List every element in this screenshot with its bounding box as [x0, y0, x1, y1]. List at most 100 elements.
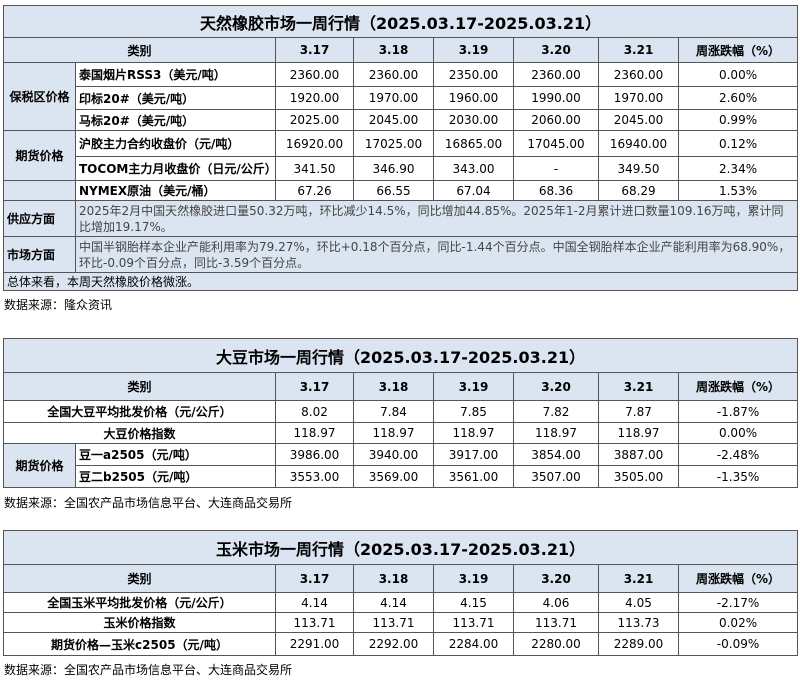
- column-header: 3.20: [513, 37, 599, 63]
- row-label: 期货价格—玉米c2505（元/吨）: [3, 632, 276, 656]
- value-cell: 7.85: [433, 400, 514, 423]
- value-cell: 17025.00: [353, 130, 434, 157]
- value-cell: 118.97: [353, 422, 434, 444]
- data-row: 印标20#（美元/吨） 1920.00 1970.00 1960.00 1990.00 1…: [4, 86, 799, 110]
- value-cell: 1920.00: [275, 86, 354, 110]
- value-cell: 2360.00: [513, 62, 599, 87]
- group-label: 期货价格: [3, 443, 76, 488]
- value-cell: 16940.00: [598, 130, 679, 157]
- column-header: 类别: [3, 372, 276, 401]
- table-block: 玉米市场一周行情（2025.03.17-2025.03.21） 类别 3.17 3.1…: [2, 530, 799, 656]
- row-label: 沪胶主力合约收盘价（元/吨）: [75, 130, 276, 157]
- value-cell: 2045.00: [598, 109, 679, 131]
- value-cell: 0.00%: [677, 422, 799, 444]
- data-row: 大豆价格指数 118.97 118.97 118.97 118.97 118.97 0.00…: [3, 422, 799, 444]
- value-cell: 3553.00: [275, 465, 354, 488]
- table-body: 大豆市场一周行情（2025.03.17-2025.03.21） 类别 3.17 3.1…: [2, 338, 799, 488]
- value-cell: 67.04: [433, 180, 514, 201]
- value-cell: 0.00%: [677, 62, 799, 87]
- value-cell: 2360.00: [598, 62, 679, 87]
- value-cell: 68.29: [598, 180, 679, 201]
- column-header: 3.19: [433, 564, 514, 593]
- table-body: 天然橡胶市场一周行情（2025.03.17-2025.03.21） 类别 3.17 3…: [2, 5, 799, 291]
- data-row: 保税区价格 泰国烟片RSS3（美元/吨） 2360.00 2360.00 2350.00…: [3, 62, 799, 131]
- header-row: 类别 3.17 3.18 3.19 3.20 3.21 周涨跌幅（%）: [3, 37, 799, 63]
- note-text: 2025年2月中国天然橡胶进口量50.32万吨，环比减少14.5%，同比增加44…: [74, 200, 799, 237]
- data-table: 大豆市场一周行情（2025.03.17-2025.03.21） 类别 3.17 3.1…: [2, 338, 799, 488]
- value-cell: 341.50: [275, 156, 354, 181]
- value-cell: 2.60%: [677, 86, 799, 110]
- data-row: NYMEX原油（美元/桶） 67.26 66.55 67.04 68.36 68.29 1.…: [3, 180, 799, 201]
- value-cell: -0.09%: [677, 632, 799, 656]
- value-cell: 343.00: [433, 156, 514, 181]
- value-cell: 0.02%: [677, 612, 799, 633]
- value-cell: 67.26: [275, 180, 354, 201]
- value-cell: 7.84: [353, 400, 434, 423]
- column-header: 3.18: [353, 564, 434, 593]
- row-label: 玉米价格指数: [3, 612, 276, 633]
- data-table: 玉米市场一周行情（2025.03.17-2025.03.21） 类别 3.17 3.1…: [2, 530, 799, 656]
- value-cell: 7.82: [513, 400, 599, 423]
- value-cell: 118.97: [598, 422, 679, 444]
- value-cell: 2292.00: [353, 632, 434, 656]
- group-label: 期货价格: [3, 130, 76, 181]
- column-header: 3.17: [275, 564, 354, 593]
- column-header: 3.19: [433, 37, 514, 63]
- value-cell: 2291.00: [275, 632, 354, 656]
- value-cell: 16920.00: [275, 130, 354, 157]
- value-cell: 3887.00: [598, 443, 679, 466]
- value-cell: 7.87: [598, 400, 679, 423]
- value-cell: -2.17%: [677, 592, 799, 613]
- table-title: 大豆市场一周行情（2025.03.17-2025.03.21）: [2, 338, 799, 373]
- value-cell: 2360.00: [353, 62, 434, 87]
- value-cell: 3569.00: [353, 465, 434, 488]
- group-cell: [3, 180, 76, 201]
- column-header: 周涨跌幅（%）: [677, 37, 799, 63]
- value-cell: 118.97: [433, 422, 514, 444]
- value-cell: 349.50: [598, 156, 679, 181]
- column-header: 3.21: [598, 37, 679, 63]
- note-label: 市场方面: [3, 236, 76, 273]
- value-cell: 2289.00: [598, 632, 679, 656]
- column-header: 3.17: [275, 37, 354, 63]
- column-header: 3.18: [353, 372, 434, 401]
- column-header: 3.17: [275, 372, 354, 401]
- value-cell: 66.55: [353, 180, 434, 201]
- value-cell: -2.48%: [677, 443, 799, 466]
- value-cell: 1.53%: [677, 180, 799, 201]
- summary-row: 总体来看，本周天然橡胶价格微涨。: [2, 272, 799, 291]
- data-row: 全国玉米平均批发价格（元/公斤） 4.14 4.14 4.15 4.06 4.05 -2.1…: [3, 592, 799, 613]
- title-row: 玉米市场一周行情（2025.03.17-2025.03.21）: [2, 530, 799, 565]
- value-cell: 2025.00: [275, 109, 354, 131]
- data-table: 天然橡胶市场一周行情（2025.03.17-2025.03.21） 类别 3.17 3…: [2, 5, 799, 291]
- value-cell: 118.97: [275, 422, 354, 444]
- value-cell: 4.14: [275, 592, 354, 613]
- value-cell: 118.97: [513, 422, 599, 444]
- summary: 总体来看，本周天然橡胶价格微涨。: [2, 272, 799, 291]
- data-source: 数据来源：全国农产品市场信息平台、大连商品交易所: [4, 663, 293, 677]
- value-cell: 17045.00: [513, 130, 599, 157]
- column-header: 周涨跌幅（%）: [677, 564, 799, 593]
- row-label: 印标20#（美元/吨）: [75, 86, 276, 110]
- column-header: 类别: [3, 37, 276, 63]
- data-row: 马标20#（美元/吨） 2025.00 2045.00 2030.00 2060.00 2…: [4, 109, 799, 131]
- data-row: TOCOM主力月收盘价（日元/公斤） 341.50 346.90 343.00-349…: [4, 156, 799, 181]
- note-row: 市场方面 中国半钢胎样本企业产能利用率为79.27%，环比+0.18个百分点，同比…: [3, 236, 799, 273]
- data-row: 豆二b2505（元/吨） 3553.00 3569.00 3561.00 3507.00…: [4, 465, 799, 488]
- row-label: TOCOM主力月收盘价（日元/公斤）: [75, 156, 276, 181]
- value-cell: 4.14: [353, 592, 434, 613]
- table-title: 玉米市场一周行情（2025.03.17-2025.03.21）: [2, 530, 799, 565]
- value-cell: 0.99%: [677, 109, 799, 131]
- column-header: 3.18: [353, 37, 434, 63]
- value-cell: -1.87%: [677, 400, 799, 423]
- data-source: 数据来源：全国农产品市场信息平台、大连商品交易所: [4, 496, 293, 510]
- value-cell: 2350.00: [433, 62, 514, 87]
- value-cell: 4.15: [433, 592, 514, 613]
- value-cell: 113.71: [275, 612, 354, 633]
- column-header: 3.20: [513, 564, 599, 593]
- data-row: 期货价格 豆一a2505（元/吨） 3986.00 3940.00 3917.00 385…: [3, 443, 799, 488]
- value-cell: -: [513, 156, 599, 181]
- column-header: 3.21: [598, 372, 679, 401]
- column-header: 类别: [3, 564, 276, 593]
